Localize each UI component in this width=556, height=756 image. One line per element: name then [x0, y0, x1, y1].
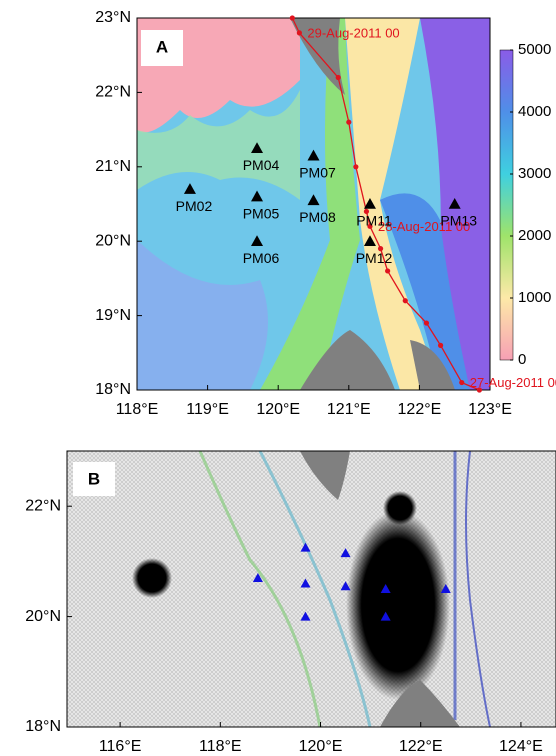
track-point [476, 387, 483, 393]
x-tick-label: 121°E [327, 401, 371, 418]
track-point [363, 208, 370, 215]
track-point [423, 320, 430, 326]
panel-label-box [141, 30, 183, 66]
y-tick-label: 21°N [95, 158, 131, 175]
mesh [67, 451, 556, 727]
station [380, 584, 391, 593]
station [251, 235, 264, 246]
station [448, 198, 461, 209]
track-label: 29-Aug-2011 00 [307, 25, 399, 40]
station [440, 584, 451, 593]
x-tick-label: 122°E [398, 401, 442, 418]
track-point [402, 298, 408, 304]
colorbar-tick-label: 1000 [518, 289, 551, 306]
track-point [437, 342, 444, 348]
colorbar-tick-label: 2000 [518, 227, 551, 244]
panel-label: B [88, 469, 100, 488]
y-tick-label: 19°N [95, 307, 131, 324]
station [307, 149, 320, 161]
x-tick-label: 123°E [468, 401, 512, 418]
station-label: PM12 [356, 250, 393, 266]
station-label: PM13 [440, 213, 477, 229]
station [300, 611, 311, 621]
track-point [385, 268, 391, 274]
station-label: PM06 [243, 250, 280, 266]
station [300, 578, 311, 588]
station [363, 235, 376, 246]
station-label: PM05 [243, 205, 280, 221]
station [252, 572, 263, 582]
track-point [353, 164, 359, 170]
x-tick-label: 118°E [199, 738, 242, 755]
track-point [367, 223, 373, 229]
x-tick-label: 122°E [399, 738, 443, 755]
station-label: PM08 [299, 209, 336, 225]
track-label: 28-Aug-2011 00 [378, 219, 470, 234]
colorbar-tick-label: 0 [518, 351, 526, 368]
station [307, 194, 320, 206]
station [340, 548, 351, 558]
station [183, 183, 196, 194]
colorbar-tick-label: 5000 [518, 41, 551, 58]
y-tick-label: 20°N [95, 232, 131, 249]
y-tick-label: 23°N [95, 9, 131, 26]
colorbar-tick-label: 3000 [518, 165, 551, 182]
station [380, 611, 391, 621]
station-label: PM07 [299, 164, 336, 180]
track-point [335, 74, 341, 81]
x-tick-label: 116°E [99, 738, 142, 755]
station [251, 142, 264, 153]
station-label: PM04 [243, 157, 280, 173]
x-tick-label: 120°E [256, 401, 300, 418]
frame-a [136, 17, 491, 391]
colorbar [499, 49, 514, 361]
track-point [296, 30, 302, 36]
y-tick-label: 22°N [95, 84, 131, 101]
station-label: PM02 [176, 198, 213, 214]
track-point [377, 246, 384, 252]
x-tick-label: 119°E [186, 401, 229, 418]
track-point [289, 15, 295, 21]
station [363, 198, 376, 209]
y-tick-label: 18°N [95, 381, 131, 398]
panel-label: A [156, 37, 168, 56]
x-tick-label: 120°E [299, 738, 343, 755]
panel-label-box [73, 462, 115, 496]
station [300, 542, 311, 552]
x-tick-label: 124°E [499, 738, 543, 755]
frame-b [66, 450, 556, 728]
y-tick-label: 18°N [25, 718, 61, 735]
y-tick-label: 20°N [25, 608, 61, 625]
colorbar-tick-label: 4000 [518, 103, 551, 120]
track-point [459, 379, 465, 386]
x-tick-label: 118°E [116, 401, 159, 418]
typhoon-track [291, 17, 480, 391]
track-label: 27-Aug-2011 00 [470, 375, 556, 390]
station [251, 190, 264, 202]
track-point [346, 119, 352, 125]
station-label: PM11 [356, 213, 392, 229]
y-tick-label: 22°N [25, 497, 61, 514]
station [340, 581, 351, 591]
